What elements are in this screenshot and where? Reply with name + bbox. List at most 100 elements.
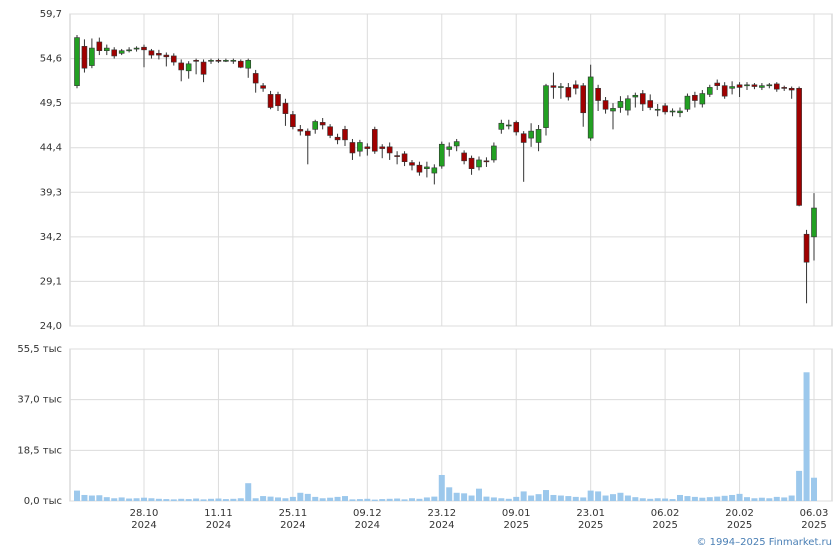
candle-body (394, 155, 400, 157)
volume-bar (669, 499, 676, 501)
candle-body (156, 53, 162, 56)
candle-body (669, 110, 676, 113)
candle-body (290, 114, 296, 128)
candle-body (729, 86, 735, 89)
volume-bar (744, 497, 750, 501)
volume-bar (781, 497, 788, 501)
volume-bar (289, 496, 296, 501)
volume-bar (773, 496, 780, 501)
y-tick-label: 59,7 (40, 9, 62, 20)
volume-bar (88, 495, 95, 501)
volume-bar (304, 493, 311, 501)
volume-bar (647, 498, 654, 501)
volume-tick-label: 55,5 тыс (17, 344, 62, 355)
volume-bar (185, 499, 192, 501)
candle-body (759, 85, 765, 88)
candle-body (416, 164, 423, 173)
candle-body (327, 126, 333, 136)
volume-bar (624, 495, 631, 501)
volume-bar (364, 498, 371, 501)
volume-bar (610, 494, 616, 501)
candle-body (528, 130, 534, 139)
volume-bar (498, 498, 505, 501)
candle-body (401, 153, 408, 162)
candle-body (74, 37, 80, 86)
volume-bar (371, 499, 378, 501)
volume-bar (736, 493, 743, 501)
candle-body (684, 95, 691, 110)
volume-bar (260, 496, 267, 501)
volume-bar (282, 498, 289, 501)
volume-bar (505, 498, 512, 501)
candle-body (572, 84, 579, 89)
candle-body (349, 142, 356, 154)
volume-bar (684, 496, 691, 501)
volume-bar (468, 495, 475, 501)
volume-bar (677, 494, 683, 501)
candle-body (610, 108, 616, 112)
volume-bar (490, 497, 497, 501)
candle-body (781, 87, 788, 89)
candle-body (252, 73, 259, 84)
volume-bar (550, 494, 557, 501)
volume-panel (69, 348, 833, 502)
x-tick-label: 11.11 2024 (204, 508, 233, 531)
candle-body (424, 166, 430, 169)
candle-body (796, 87, 802, 206)
candle-body (431, 167, 438, 174)
volume-tick-label: 0,0 тыс (24, 496, 62, 507)
candle-body (126, 49, 132, 52)
volume-bar (208, 498, 214, 501)
candle-body (662, 105, 668, 113)
candle-body (721, 85, 728, 97)
candle-body (535, 129, 542, 143)
candle-body (200, 61, 207, 75)
candle-body (773, 83, 780, 90)
volume-bar (193, 498, 200, 501)
candle-body (297, 129, 304, 132)
x-tick-label: 23.12 2024 (427, 508, 456, 531)
candle-body (751, 84, 758, 87)
candle-body (230, 60, 237, 62)
candle-body (170, 55, 177, 63)
volume-bar (163, 499, 170, 501)
volume-bar (394, 498, 401, 501)
volume-bar (461, 493, 468, 501)
candle-body (550, 85, 557, 88)
candle-body (245, 60, 252, 69)
candle-body (185, 63, 192, 72)
volume-bar (148, 498, 155, 501)
candle-body (565, 87, 572, 98)
volume-bar (691, 496, 698, 501)
volume-bar (178, 498, 185, 501)
volume-bar (349, 499, 356, 501)
candle-body (96, 41, 103, 52)
candle-body (520, 133, 527, 143)
candle-body (267, 94, 274, 108)
volume-bar (423, 497, 430, 501)
volume-bar (312, 496, 319, 501)
volume-bar (230, 498, 237, 501)
volume-bar (662, 498, 669, 501)
candle-body (118, 50, 125, 54)
volume-bar (275, 497, 281, 501)
volume-bar (141, 497, 147, 501)
x-tick-label: 28.10 2024 (130, 508, 159, 531)
volume-bar (252, 498, 259, 501)
candle-body (141, 46, 147, 51)
candle-body (357, 142, 363, 152)
volume-bar (215, 498, 222, 501)
volume-bar (766, 498, 773, 501)
volume-bar (342, 496, 348, 501)
candle-body (811, 207, 817, 238)
volume-bar (245, 483, 252, 501)
volume-bar (267, 496, 274, 501)
candle-body (237, 60, 244, 68)
y-tick-label: 39,3 (40, 187, 62, 198)
candle-body (275, 94, 281, 107)
candle-body (223, 60, 229, 62)
price-panel (69, 13, 833, 327)
candle-body (692, 94, 698, 101)
candle-body (148, 50, 155, 56)
candle-body (409, 162, 415, 166)
